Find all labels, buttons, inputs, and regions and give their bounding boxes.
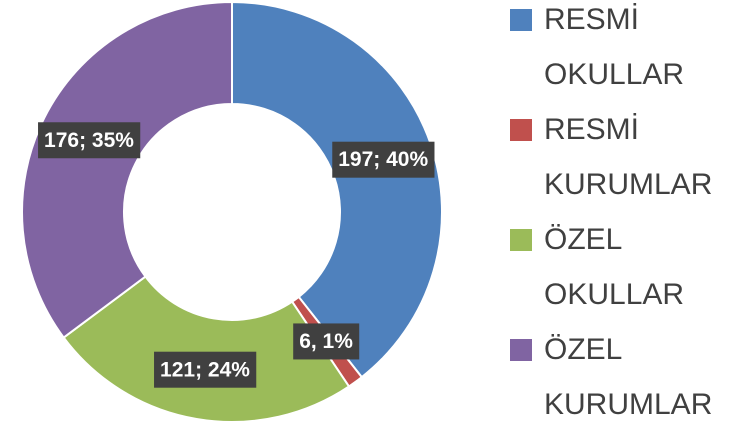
legend-swatch (510, 9, 532, 31)
data-label-box (293, 323, 360, 360)
data-label: 6, 1% (293, 323, 360, 360)
legend-swatch (510, 119, 532, 141)
data-label: 176; 35% (38, 122, 141, 159)
legend-item: RESMİ OKULLAR (510, 0, 755, 102)
legend-item: RESMİ KURUMLAR (510, 102, 755, 212)
data-label-text: 176; 35% (44, 129, 134, 152)
data-label-box (154, 351, 257, 388)
legend-swatch (510, 339, 532, 361)
legend-item: ÖZEL KURUMLAR (510, 322, 755, 432)
legend-label: ÖZEL OKULLAR (544, 223, 685, 311)
data-label-box (332, 141, 435, 178)
data-label-text: 6, 1% (299, 330, 353, 353)
donut-slice (62, 275, 351, 423)
data-label: 121; 24% (154, 351, 257, 388)
donut-slice (21, 0, 233, 339)
data-label-text: 121; 24% (160, 358, 250, 381)
legend-label: RESMİ KURUMLAR (544, 113, 713, 201)
data-label: 197; 40% (332, 141, 435, 178)
data-label-box (38, 122, 141, 159)
data-label-text: 197; 40% (338, 148, 428, 171)
legend-item: ÖZEL OKULLAR (510, 212, 755, 322)
legend-label: RESMİ OKULLAR (544, 3, 685, 91)
legend: RESMİ OKULLAR RESMİ KURUMLAR ÖZEL OKULLAR Ö… (510, 0, 755, 432)
legend-swatch (510, 229, 532, 251)
donut-slice (231, 0, 443, 379)
legend-label: ÖZEL KURUMLAR (544, 333, 713, 421)
